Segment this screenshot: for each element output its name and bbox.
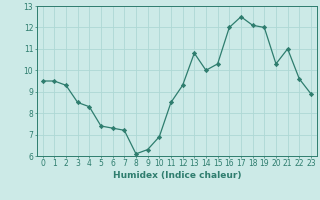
X-axis label: Humidex (Indice chaleur): Humidex (Indice chaleur) xyxy=(113,171,241,180)
